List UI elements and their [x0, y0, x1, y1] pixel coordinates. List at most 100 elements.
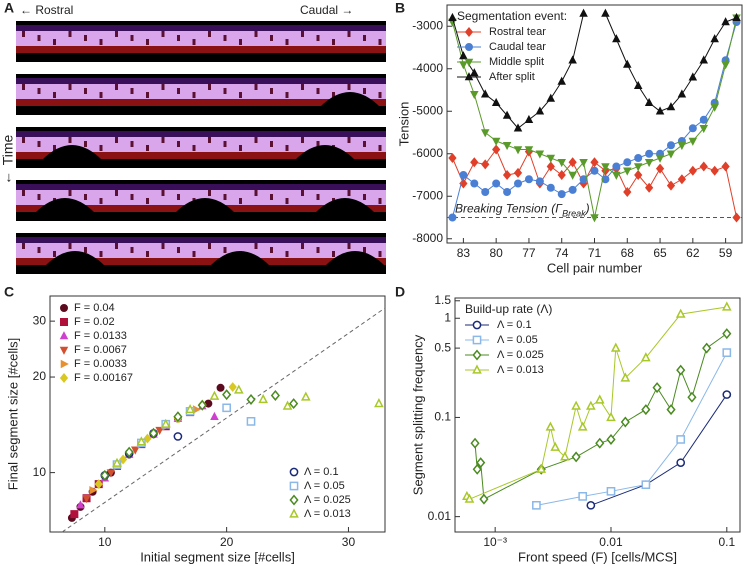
cell-mark [332, 39, 335, 45]
marker [246, 417, 256, 426]
cell-mark [99, 198, 103, 204]
y-tick-label: 0.5 [434, 340, 451, 354]
marker [492, 179, 501, 188]
marker [610, 342, 621, 352]
y-axis-label: Tension [396, 102, 411, 147]
y-tick-label: -3000 [412, 18, 443, 32]
tissue-top [16, 131, 386, 137]
cell-mark [146, 145, 149, 151]
marker [721, 61, 730, 70]
marker [270, 389, 280, 401]
cell-mark [130, 141, 134, 147]
cell-mark [208, 190, 211, 196]
legend-marker [289, 494, 299, 506]
marker [560, 451, 570, 461]
cell-mark [130, 35, 134, 41]
legend-label: F = 0.0133 [74, 330, 127, 342]
legend-label: F = 0.02 [74, 316, 115, 328]
marker [459, 61, 468, 70]
cell-mark [146, 92, 149, 98]
x-tick-label: 10⁻³ [483, 535, 507, 549]
y-tick-label: 0.01 [428, 509, 452, 523]
legend-title: Build-up rate (Λ) [465, 302, 552, 316]
legend-label: F = 0.0067 [74, 344, 127, 356]
legend-label: Caudal tear [489, 41, 546, 53]
cell-mark [254, 190, 258, 196]
legend-marker [60, 318, 68, 326]
marker [590, 166, 599, 175]
marker [513, 167, 523, 178]
x-tick-label: 10 [98, 535, 112, 549]
marker [448, 12, 457, 22]
cell-mark [177, 194, 180, 200]
cell-mark [239, 39, 242, 45]
marker [118, 454, 128, 465]
marker [282, 400, 293, 410]
marker [173, 411, 183, 423]
legend-label: F = 0.0033 [74, 358, 127, 370]
cell-mark [285, 145, 289, 151]
legend-marker [59, 304, 69, 312]
marker [131, 446, 140, 455]
x-tick-label: 68 [621, 246, 635, 260]
marker [550, 441, 561, 451]
split-mound [325, 251, 385, 266]
marker [590, 214, 599, 223]
cell-mark [223, 194, 227, 200]
marker [222, 389, 232, 401]
cell-mark [37, 141, 41, 147]
x-axis-label: Front speed (F) [cells/MCS] [518, 549, 677, 564]
cell-mark [301, 137, 304, 143]
cell-mark [37, 194, 41, 200]
cell-mark [223, 141, 227, 147]
marker [546, 154, 556, 163]
marker [481, 188, 490, 196]
cell-mark [270, 194, 273, 200]
cell-mark [316, 88, 320, 94]
tissue-bottom [16, 258, 386, 265]
marker [578, 492, 588, 501]
legend-label: Λ = 0.025 [497, 349, 544, 361]
cell-mark [130, 247, 134, 253]
cell-mark [161, 137, 165, 143]
cell-mark [22, 137, 25, 143]
annotation-part: Breaking Tension [455, 202, 548, 216]
annotation: Breaking Tension (ΓBreak) [455, 202, 590, 219]
marker [459, 51, 468, 60]
marker [699, 115, 708, 124]
marker [623, 167, 632, 176]
split-mound [315, 198, 375, 213]
cell-mark [223, 247, 227, 253]
marker [606, 411, 616, 422]
marker [688, 137, 698, 146]
cell-mark [378, 39, 382, 45]
legend-marker [464, 27, 474, 37]
marker [606, 486, 616, 496]
cell-mark [84, 194, 87, 200]
marker [289, 398, 299, 410]
cell-mark [254, 84, 258, 90]
x-tick-label: 59 [719, 246, 733, 260]
time-arrow: ↓ [6, 169, 13, 185]
marker [652, 382, 662, 394]
marker [568, 171, 577, 180]
panel-label: C [4, 284, 14, 300]
marker [470, 90, 479, 100]
cell-mark [177, 35, 180, 41]
marker [571, 451, 581, 463]
marker [481, 159, 490, 170]
marker [623, 187, 632, 197]
cell-mark [301, 243, 304, 249]
marker [459, 171, 468, 179]
cell-mark [161, 31, 165, 37]
cell-mark [99, 39, 103, 45]
marker [666, 180, 676, 191]
marker [94, 479, 103, 490]
cell-mark [378, 198, 382, 204]
marker [536, 463, 547, 473]
marker [677, 174, 687, 185]
cell-mark [84, 88, 87, 94]
legend-marker [59, 331, 69, 340]
marker [633, 163, 643, 172]
cell-mark [239, 145, 242, 151]
